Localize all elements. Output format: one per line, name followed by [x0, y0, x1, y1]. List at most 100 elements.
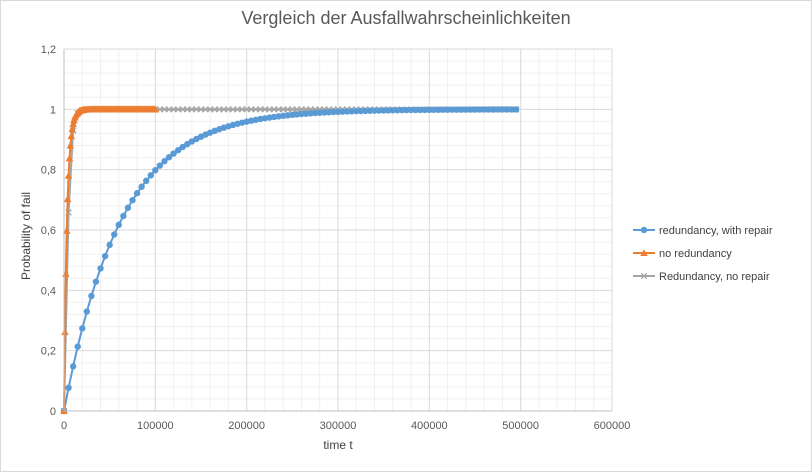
data-point — [69, 363, 77, 370]
data-point — [512, 106, 520, 113]
x-tick-label: 200000 — [228, 420, 265, 432]
data-point — [298, 110, 305, 118]
y-tick-label: 0,4 — [41, 285, 56, 297]
y-tick-label: 0,2 — [41, 346, 56, 358]
data-point — [385, 107, 392, 114]
data-point — [494, 106, 502, 113]
data-point — [293, 111, 301, 118]
y-tick-label: 1 — [50, 104, 56, 116]
data-point — [348, 108, 355, 115]
x-tick-label: 0 — [61, 420, 67, 432]
data-point — [63, 195, 72, 203]
axes: 0 100000 200000 300000 400000 500000 600000 0 0,… — [41, 44, 631, 432]
data-point — [499, 106, 506, 113]
x-tick-label: 600000 — [594, 420, 631, 432]
data-point — [325, 109, 333, 116]
data-point — [490, 106, 497, 113]
data-point — [79, 325, 86, 332]
data-point — [380, 107, 387, 114]
data-point — [62, 270, 70, 277]
data-point — [152, 167, 159, 174]
data-point — [389, 107, 396, 114]
data-point — [97, 265, 104, 272]
data-point — [467, 106, 474, 113]
chart-title: Vergleich der Ausfallwahrscheinlichkeite… — [241, 8, 571, 28]
series-0 — [60, 106, 520, 415]
data-point — [65, 384, 72, 392]
data-point — [417, 106, 424, 114]
y-tick-label: 0,6 — [41, 225, 56, 237]
data-point — [88, 292, 95, 300]
x-tick-label: 400000 — [411, 420, 448, 432]
data-point — [120, 212, 127, 220]
data-point — [357, 107, 365, 115]
data-point — [92, 278, 100, 285]
x-tick-label: 100000 — [137, 420, 174, 432]
data-point — [61, 328, 69, 336]
x-tick-label: 300000 — [320, 420, 357, 432]
data-point — [321, 109, 328, 116]
data-point — [403, 106, 410, 114]
data-point — [339, 108, 346, 115]
x-axis-label: time t — [323, 438, 353, 452]
data-point — [453, 106, 460, 113]
data-point — [439, 106, 447, 113]
data-point — [143, 177, 150, 185]
y-axis-label: Probability of fail — [19, 192, 33, 280]
series-2 — [60, 106, 520, 415]
data-point — [68, 125, 77, 133]
y-tick-label: 0,8 — [41, 165, 56, 177]
data-point — [503, 106, 511, 113]
series-line — [63, 108, 517, 412]
data-point — [421, 106, 428, 114]
data-point — [302, 110, 310, 117]
legend-label: Redundancy, no repair — [659, 271, 770, 283]
legend-label: redundancy, with repair — [659, 225, 773, 237]
series-layer — [60, 105, 520, 415]
y-tick-label: 0 — [50, 406, 56, 418]
legend-item-2: Redundancy, no repair — [633, 271, 770, 283]
data-point — [485, 106, 492, 113]
series-line — [63, 108, 517, 412]
data-point — [74, 343, 81, 350]
data-point — [343, 108, 351, 115]
gridlines — [63, 48, 613, 412]
data-point — [394, 107, 401, 114]
data-point — [448, 106, 456, 113]
data-point — [316, 109, 323, 116]
data-point — [156, 162, 164, 169]
data-point — [151, 105, 160, 113]
legend-marker — [640, 226, 648, 234]
data-point — [353, 107, 360, 115]
series-line — [63, 108, 156, 412]
data-point — [371, 107, 378, 114]
data-point — [334, 108, 342, 116]
legend-item-0: redundancy, with repair — [633, 225, 773, 237]
data-point — [111, 231, 118, 238]
data-point — [362, 107, 369, 115]
data-point — [407, 106, 415, 114]
x-tick-label: 500000 — [502, 420, 539, 432]
y-tick-label: 1,2 — [41, 44, 56, 56]
data-point — [64, 171, 73, 179]
data-point — [430, 106, 438, 113]
data-point — [170, 150, 177, 157]
legend: redundancy, with repair no redundancy Redu… — [633, 225, 773, 283]
data-point — [174, 146, 182, 154]
legend-marker — [640, 249, 648, 257]
legend-item-1: no redundancy — [633, 248, 732, 260]
data-point — [330, 108, 337, 116]
data-point — [106, 241, 113, 249]
data-point — [426, 106, 433, 114]
data-point — [62, 227, 71, 234]
data-point — [69, 120, 77, 127]
data-point — [101, 252, 109, 260]
data-point — [412, 106, 419, 114]
data-point — [398, 106, 406, 114]
legend-label: no redundancy — [659, 248, 732, 260]
data-point — [435, 106, 442, 113]
data-point — [65, 154, 74, 162]
data-point — [458, 106, 465, 113]
data-point — [83, 308, 91, 315]
